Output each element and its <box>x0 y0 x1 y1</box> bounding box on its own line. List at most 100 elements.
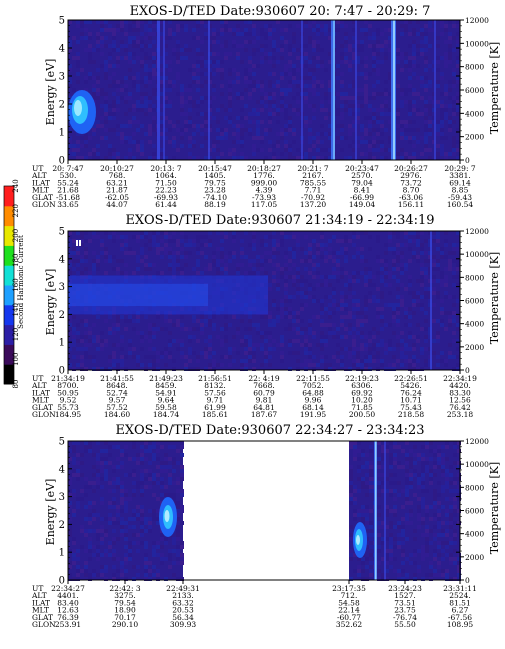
spectrogram-cell <box>68 144 72 148</box>
spectrogram-cell <box>368 275 372 279</box>
panel-3-plot-area <box>68 441 461 581</box>
spectrogram-cell <box>72 553 76 557</box>
spectrogram-cell <box>280 136 284 140</box>
spectrogram-cell <box>356 307 360 311</box>
spectrogram-cell <box>349 477 353 481</box>
spectrogram-cell <box>160 92 164 96</box>
spectrogram-cell <box>369 489 373 493</box>
spectrogram-cell <box>180 339 184 343</box>
spectrogram-cell <box>320 335 324 339</box>
spectrogram-cell <box>252 108 256 112</box>
spectrogram-cell <box>136 363 140 367</box>
spectrogram-cell <box>148 509 152 513</box>
spectrogram-cell <box>292 48 296 52</box>
table-cell: -67.56 <box>448 613 472 622</box>
spectrogram-cell <box>388 303 392 307</box>
spectrogram-cell <box>396 267 400 271</box>
spectrogram-cell <box>76 140 80 144</box>
spectrogram-cell <box>252 359 256 363</box>
spectrogram-cell <box>140 331 144 335</box>
spectrogram-cell <box>372 156 376 160</box>
spectrogram-cell <box>436 331 440 335</box>
spectrogram-cell <box>112 112 116 116</box>
spectrogram-cell <box>152 231 156 235</box>
spectrogram-cell <box>268 32 272 36</box>
spectrogram-cell <box>393 461 397 465</box>
spectrogram-cell <box>100 565 104 569</box>
spectrogram-cell <box>112 343 116 347</box>
spectrogram-cell <box>352 307 356 311</box>
spectrogram-cell <box>80 36 84 40</box>
spectrogram-cell <box>248 359 252 363</box>
spectrogram-cell <box>448 311 452 315</box>
colorbar-tick-label: 200 <box>12 229 20 242</box>
y-tick-label: 3 <box>59 72 65 83</box>
spectrogram-cell <box>372 148 376 152</box>
spectrogram-cell <box>448 36 452 40</box>
spectrogram-cell <box>148 469 152 473</box>
spectrogram-cell <box>404 24 408 28</box>
spectrogram-cell <box>264 92 268 96</box>
spectrogram-cell <box>308 104 312 108</box>
spectrogram-cell <box>220 20 224 24</box>
spectrogram-cell <box>196 128 200 132</box>
spectrogram-cell <box>248 339 252 343</box>
spectrogram-cell <box>280 239 284 243</box>
spectrogram-cell <box>304 116 308 120</box>
spectrogram-cell <box>416 323 420 327</box>
spectrogram-cell <box>140 457 144 461</box>
spectrogram-cell <box>420 263 424 267</box>
spectrogram-cell <box>196 20 200 24</box>
spectrogram-cell <box>420 351 424 355</box>
spectrogram-cell <box>449 505 453 509</box>
spectrogram-cell <box>284 72 288 76</box>
spectrogram-cell <box>176 525 180 529</box>
spectrogram-cell <box>124 271 128 275</box>
spectrogram-cell <box>132 60 136 64</box>
spectrogram-cell <box>140 505 144 509</box>
spectrogram-cell <box>156 367 160 371</box>
table-cell: 8.70 <box>403 186 420 195</box>
spectrogram-cell <box>72 148 76 152</box>
spectrogram-cell <box>392 247 396 251</box>
spectrogram-cell <box>437 445 441 449</box>
spectrogram-cell <box>296 92 300 96</box>
spectrogram-cell <box>108 331 112 335</box>
y2-tick-label: 2000 <box>465 133 484 142</box>
spectrogram-cell <box>264 24 268 28</box>
spectrogram-cell <box>252 112 256 116</box>
spectrogram-cell <box>409 501 413 505</box>
spectrogram-cell <box>136 517 140 521</box>
spectrogram-cell <box>160 104 164 108</box>
spectrogram-cell <box>365 545 369 549</box>
spectrogram-cell <box>288 44 292 48</box>
spectrogram-cell <box>76 497 80 501</box>
spectrogram-cell <box>84 28 88 32</box>
spectrogram-cell <box>396 124 400 128</box>
spectrogram-cell <box>84 485 88 489</box>
spectrogram-cell <box>457 485 461 489</box>
spectrogram-cell <box>336 92 340 96</box>
spectrogram-cell <box>389 541 393 545</box>
spectrogram-cell <box>412 60 416 64</box>
spectrogram-cell <box>452 251 456 255</box>
spectrogram-cell <box>244 231 248 235</box>
spectrogram-cell <box>160 20 164 24</box>
spectrogram-cell <box>132 76 136 80</box>
spectrogram-cell <box>324 156 328 160</box>
spectrogram-cell <box>444 283 448 287</box>
spectrogram-cell <box>368 96 372 100</box>
spectrogram-cell <box>140 259 144 263</box>
spectrogram-cell <box>440 104 444 108</box>
spectrogram-cell <box>412 72 416 76</box>
spectrogram-cell <box>148 323 152 327</box>
spectrogram-cell <box>108 481 112 485</box>
spectrogram-cell <box>352 275 356 279</box>
spectrogram-cell <box>452 315 456 319</box>
spectrogram-cell <box>440 323 444 327</box>
spectrogram-cell <box>372 112 376 116</box>
spectrogram-cell <box>172 80 176 84</box>
spectrogram-cell <box>340 275 344 279</box>
spectrogram-cell <box>453 537 457 541</box>
